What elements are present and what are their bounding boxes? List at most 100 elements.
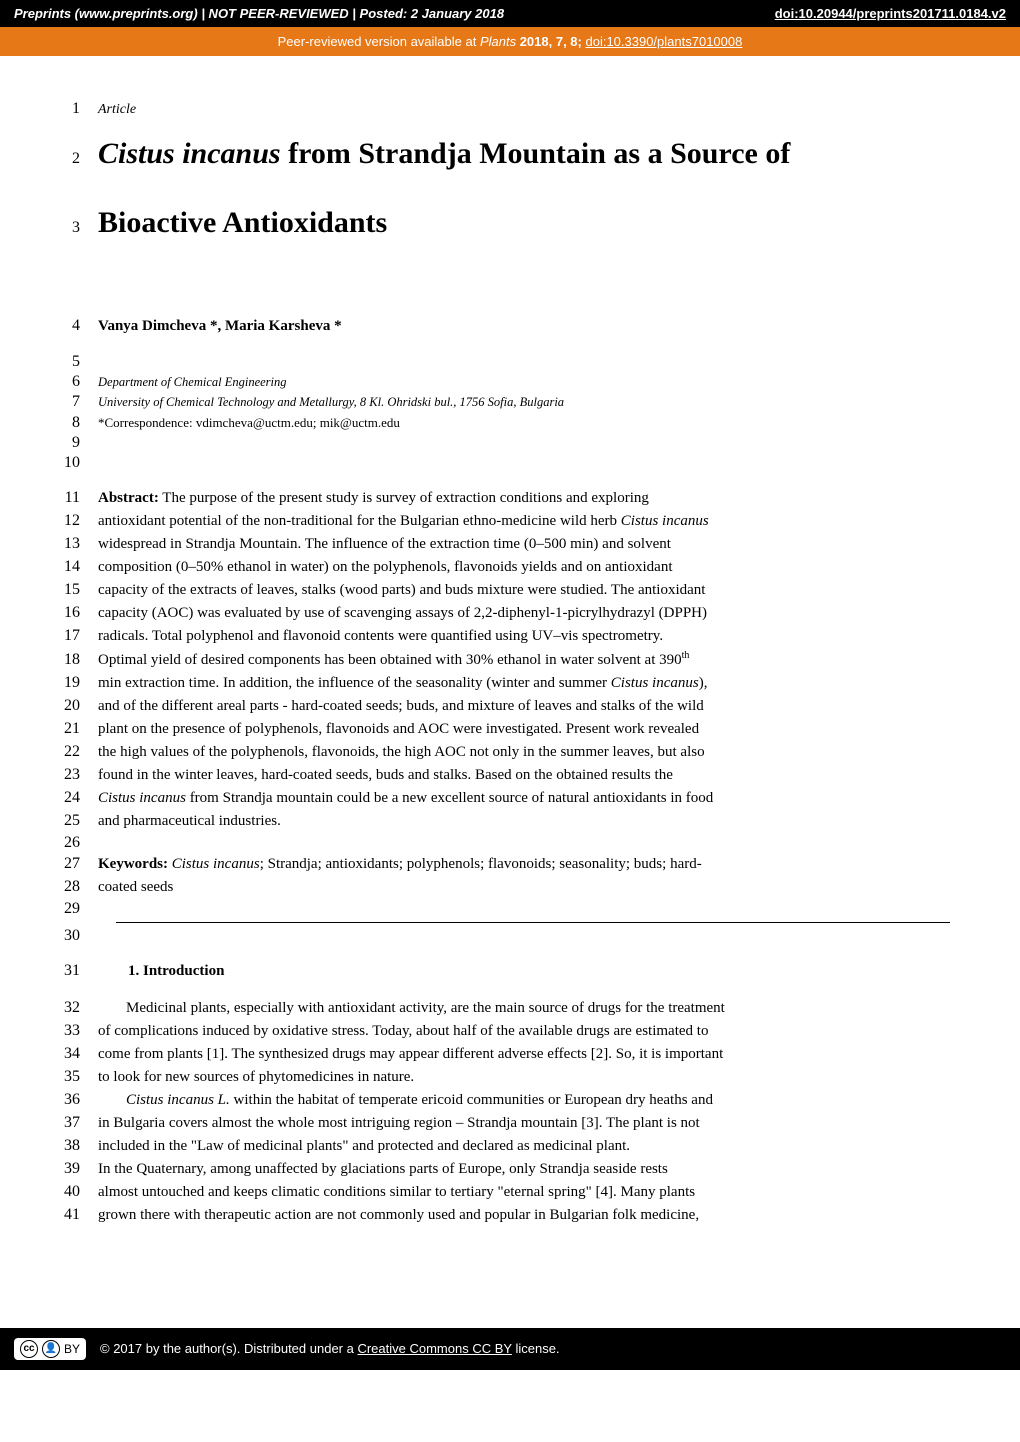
line-number: 26 bbox=[50, 834, 98, 852]
line-35: 35 to look for new sources of phytomedic… bbox=[50, 1067, 950, 1088]
body-l8: In the Quaternary, among unaffected by g… bbox=[98, 1159, 950, 1180]
line-13: 13 widespread in Strandja Mountain. The … bbox=[50, 534, 950, 555]
species-name: Cistus incanus bbox=[98, 790, 186, 806]
line-number: 5 bbox=[50, 353, 98, 371]
line-number: 21 bbox=[50, 720, 98, 738]
abstract-l14: Cistus incanus from Strandja mountain co… bbox=[98, 788, 950, 809]
line-23: 23 found in the winter leaves, hard-coat… bbox=[50, 765, 950, 786]
line-9: 9 bbox=[50, 434, 950, 452]
line-number: 22 bbox=[50, 743, 98, 761]
line-2: 2 Cistus incanus from Strandja Mountain … bbox=[50, 134, 950, 173]
superscript: th bbox=[682, 650, 690, 661]
body-l2: of complications induced by oxidative st… bbox=[98, 1021, 950, 1042]
line-33: 33 of complications induced by oxidative… bbox=[50, 1021, 950, 1042]
abstract-text: min extraction time. In addition, the in… bbox=[98, 675, 611, 691]
footer-bar: cc 👤 BY © 2017 by the author(s). Distrib… bbox=[0, 1328, 1020, 1370]
section-heading: 1. Introduction bbox=[98, 961, 950, 982]
line-number: 20 bbox=[50, 697, 98, 715]
abstract-label: Abstract: bbox=[98, 490, 159, 506]
line-number: 16 bbox=[50, 604, 98, 622]
line-34: 34 come from plants [1]. The synthesized… bbox=[50, 1044, 950, 1065]
line-number: 38 bbox=[50, 1137, 98, 1155]
line-17: 17 radicals. Total polyphenol and flavon… bbox=[50, 626, 950, 647]
cc-by-badge-icon: cc 👤 BY bbox=[14, 1338, 86, 1360]
line-number: 35 bbox=[50, 1068, 98, 1086]
species-name: Cistus incanus L. bbox=[126, 1092, 230, 1108]
line-number: 37 bbox=[50, 1114, 98, 1132]
line-number: 41 bbox=[50, 1206, 98, 1224]
line-number: 15 bbox=[50, 581, 98, 599]
line-24: 24 Cistus incanus from Strandja mountain… bbox=[50, 788, 950, 809]
line-number: 34 bbox=[50, 1045, 98, 1063]
species-name: Cistus incanus bbox=[611, 675, 699, 691]
line-15: 15 capacity of the extracts of leaves, s… bbox=[50, 580, 950, 601]
line-39: 39 In the Quaternary, among unaffected b… bbox=[50, 1159, 950, 1180]
authors: Vanya Dimcheva *, Maria Karsheva * bbox=[98, 316, 950, 337]
abstract-l6: capacity (AOC) was evaluated by use of s… bbox=[98, 603, 950, 624]
line-29: 29 bbox=[50, 900, 950, 918]
line-14: 14 composition (0–50% ethanol in water) … bbox=[50, 557, 950, 578]
line-number: 39 bbox=[50, 1160, 98, 1178]
abstract-l15: and pharmaceutical industries. bbox=[98, 811, 950, 832]
body-l7: included in the "Law of medicinal plants… bbox=[98, 1136, 950, 1157]
line-20: 20 and of the different areal parts - ha… bbox=[50, 696, 950, 717]
line-3: 3 Bioactive Antioxidants bbox=[50, 203, 950, 242]
line-5: 5 bbox=[50, 353, 950, 371]
line-number: 3 bbox=[50, 219, 98, 237]
title-part2: Bioactive Antioxidants bbox=[98, 203, 950, 242]
body-l10: grown there with therapeutic action are … bbox=[98, 1205, 950, 1226]
line-number: 33 bbox=[50, 1022, 98, 1040]
peer-yearvol: 2018, 7, 8; bbox=[516, 34, 585, 49]
cc-icon: cc bbox=[20, 1340, 38, 1358]
line-number: 29 bbox=[50, 900, 98, 918]
line-number: 1 bbox=[50, 100, 98, 118]
line-19: 19 min extraction time. In addition, the… bbox=[50, 673, 950, 694]
abstract-l3: widespread in Strandja Mountain. The inf… bbox=[98, 534, 950, 555]
line-number: 24 bbox=[50, 789, 98, 807]
peer-doi-link[interactable]: doi:10.3390/plants7010008 bbox=[585, 34, 742, 49]
banner-preprints-label: Preprints (www.preprints.org) | NOT PEER… bbox=[14, 6, 504, 21]
line-12: 12 antioxidant potential of the non-trad… bbox=[50, 511, 950, 532]
cc-license-link[interactable]: Creative Commons CC BY bbox=[357, 1341, 511, 1356]
abstract-l10: and of the different areal parts - hard-… bbox=[98, 696, 950, 717]
line-number: 8 bbox=[50, 414, 98, 432]
line-number: 9 bbox=[50, 434, 98, 452]
line-32: 32 Medicinal plants, especially with ant… bbox=[50, 998, 950, 1019]
affiliation-dept: Department of Chemical Engineering bbox=[98, 374, 950, 392]
line-number: 36 bbox=[50, 1091, 98, 1109]
abstract-l4: composition (0–50% ethanol in water) on … bbox=[98, 557, 950, 578]
line-7: 7 University of Chemical Technology and … bbox=[50, 393, 950, 412]
line-4: 4 Vanya Dimcheva *, Maria Karsheva * bbox=[50, 296, 950, 337]
body-text: within the habitat of temperate ericoid … bbox=[230, 1092, 713, 1108]
footer-prefix: © 2017 by the author(s). Distributed und… bbox=[100, 1341, 357, 1356]
abstract-text: The purpose of the present study is surv… bbox=[159, 490, 649, 506]
line-number: 7 bbox=[50, 393, 98, 411]
line-number: 19 bbox=[50, 674, 98, 692]
separator-rule bbox=[116, 922, 950, 923]
affiliation-univ: University of Chemical Technology and Me… bbox=[98, 394, 950, 412]
line-number: 14 bbox=[50, 558, 98, 576]
line-number: 10 bbox=[50, 454, 98, 472]
banner-doi[interactable]: doi:10.20944/preprints201711.0184.v2 bbox=[775, 6, 1006, 21]
body-l5: Cistus incanus L. within the habitat of … bbox=[98, 1090, 950, 1111]
line-27: 27 Keywords: Cistus incanus; Strandja; a… bbox=[50, 854, 950, 875]
line-18: 18 Optimal yield of desired components h… bbox=[50, 649, 950, 671]
line-41: 41 grown there with therapeutic action a… bbox=[50, 1205, 950, 1226]
abstract-text: antioxidant potential of the non-traditi… bbox=[98, 513, 621, 529]
line-number: 12 bbox=[50, 512, 98, 530]
by-icon: 👤 bbox=[42, 1340, 60, 1358]
body-l6: in Bulgaria covers almost the whole most… bbox=[98, 1113, 950, 1134]
doi-link[interactable]: doi:10.20944/preprints201711.0184.v2 bbox=[775, 6, 1006, 21]
abstract-text: Optimal yield of desired components has … bbox=[98, 652, 682, 668]
abstract-l8: Optimal yield of desired components has … bbox=[98, 649, 950, 671]
line-37: 37 in Bulgaria covers almost the whole m… bbox=[50, 1113, 950, 1134]
abstract-l7: radicals. Total polyphenol and flavonoid… bbox=[98, 626, 950, 647]
species-name: Cistus incanus bbox=[168, 856, 260, 872]
line-number: 25 bbox=[50, 812, 98, 830]
line-number: 31 bbox=[50, 962, 98, 980]
body-l4: to look for new sources of phytomedicine… bbox=[98, 1067, 950, 1088]
footer-text: © 2017 by the author(s). Distributed und… bbox=[100, 1341, 560, 1356]
line-8: 8 *Correspondence: vdimcheva@uctm.edu; m… bbox=[50, 414, 950, 432]
article-type: Article bbox=[98, 100, 950, 120]
species-name: Cistus incanus bbox=[621, 513, 709, 529]
